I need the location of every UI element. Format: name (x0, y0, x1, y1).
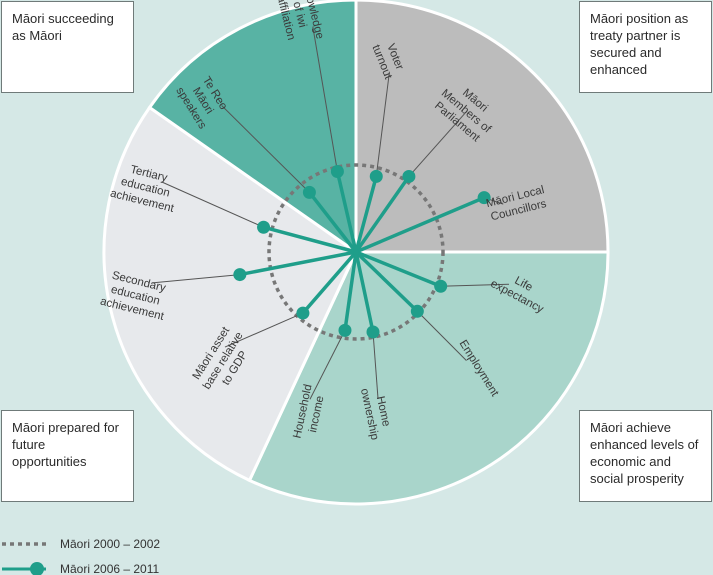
spoke-marker (338, 323, 352, 337)
corner-box-future-opportunities: Māori prepared for future opportunities (1, 410, 134, 502)
legend-marker-icon (30, 562, 44, 575)
spoke-line (335, 171, 358, 253)
spoke-line (263, 225, 357, 254)
leader-line (309, 330, 346, 400)
spoke-line (354, 251, 375, 333)
spoke-marker (434, 279, 448, 293)
leader-line (161, 181, 264, 228)
spoke-line (301, 250, 358, 315)
spoke-marker (257, 220, 271, 234)
sector-treaty-partner (354, 0, 610, 254)
spoke-line (308, 191, 358, 254)
spoke-marker (302, 185, 316, 199)
spoke-line (343, 251, 358, 331)
corner-box-treaty-partner: Māori position as treaty partner is secu… (579, 1, 712, 93)
corner-box-text: Māori position as treaty partner is secu… (590, 11, 689, 77)
leader-line (224, 312, 304, 348)
leader-line (152, 274, 240, 284)
spoke-line (239, 250, 357, 277)
sector-economic-prosperity (247, 250, 610, 506)
corner-box-text: Māori prepared for future opportunities (12, 420, 119, 469)
corner-box-text: Māori achieve enhanced levels of economi… (590, 420, 699, 486)
spokes-2006-2011 (233, 164, 491, 339)
leader-line (440, 283, 509, 287)
leader-line (416, 310, 467, 361)
spoke-line (354, 175, 411, 254)
spoke-marker (477, 191, 491, 205)
legend-label-2006: Māori 2006 – 2011 (60, 562, 160, 575)
spoke-marker (369, 169, 383, 183)
spoke-line (354, 250, 419, 313)
spoke-marker (330, 164, 344, 178)
leader-line (312, 26, 338, 172)
center-hub (353, 249, 359, 255)
spoke-line (355, 250, 442, 288)
spoke-marker (410, 304, 424, 318)
spoke-marker (233, 268, 247, 282)
legend: Māori 2000 – 2002 Māori 2006 – 2011 (2, 537, 160, 575)
leader-line (372, 331, 379, 399)
baseline-2000-2002-circle (267, 163, 445, 341)
quadrant-sectors (102, 0, 610, 506)
corner-box-succeeding-as-maori: Māori succeeding as Māori (1, 1, 134, 93)
corner-box-economic-prosperity: Māori achieve enhanced levels of economi… (579, 410, 712, 502)
spoke-marker (296, 306, 310, 320)
spoke-marker (366, 325, 380, 339)
legend-label-2000: Māori 2000 – 2002 (60, 537, 160, 551)
leader-line (221, 105, 310, 193)
corner-box-text: Māori succeeding as Māori (12, 11, 114, 43)
leader-line (375, 71, 390, 177)
leader-line (408, 113, 465, 177)
spoke-line (355, 195, 485, 254)
sector-future-opportunities (102, 105, 358, 483)
spoke-line (354, 175, 378, 253)
spoke-leader-lines (152, 26, 509, 400)
spoke-marker (402, 169, 416, 183)
